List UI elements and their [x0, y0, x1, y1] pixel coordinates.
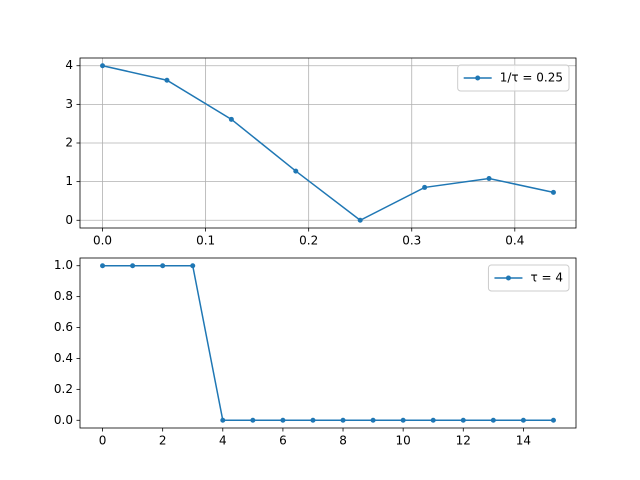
- x-tick-label: 0.3: [402, 234, 421, 248]
- legend-label: τ = 4: [530, 271, 563, 285]
- legend-frame: [457, 64, 570, 92]
- x-tick-label: 0.4: [505, 234, 524, 248]
- x-tick-label: 10: [396, 434, 411, 448]
- data-point: [460, 417, 466, 423]
- data-point: [220, 417, 226, 423]
- x-tick-label: 0.2: [299, 234, 318, 248]
- x-tick-label: 0.1: [196, 234, 215, 248]
- legend-label: 1/τ = 0.25: [500, 71, 563, 85]
- y-tick-label: 0.6: [54, 320, 73, 334]
- data-point: [164, 77, 170, 83]
- data-point: [340, 417, 346, 423]
- x-tick-label: 0: [99, 434, 107, 448]
- data-point: [357, 217, 363, 223]
- data-line: [102, 264, 554, 422]
- x-tick-label: 14: [516, 434, 531, 448]
- y-tick-label: 3: [65, 97, 73, 111]
- x-tick-label: 0.0: [93, 234, 112, 248]
- axes-frame: [79, 57, 577, 229]
- legend-marker: [475, 75, 481, 81]
- x-tick-label: 4: [219, 434, 227, 448]
- data-point: [550, 417, 556, 423]
- data-point: [293, 168, 299, 174]
- data-point: [400, 417, 406, 423]
- y-tick-label: 2: [65, 136, 73, 150]
- y-tick-label: 1.0: [54, 258, 73, 272]
- y-tick-label: 0.2: [54, 382, 73, 396]
- data-point: [190, 263, 196, 269]
- legend: 1/τ = 0.25: [457, 64, 570, 92]
- data-point: [520, 417, 526, 423]
- y-tick-label: 0: [65, 213, 73, 227]
- x-tick-label: 2: [159, 434, 167, 448]
- x-tick-label: 8: [339, 434, 347, 448]
- data-point: [430, 417, 436, 423]
- data-point: [280, 417, 286, 423]
- data-point: [550, 189, 556, 195]
- y-tick-label: 1: [65, 174, 73, 188]
- data-point: [130, 263, 136, 269]
- data-point: [228, 116, 234, 122]
- data-point: [490, 417, 496, 423]
- legend-marker: [505, 275, 511, 281]
- data-line: [102, 64, 554, 222]
- data-point: [310, 417, 316, 423]
- y-tick-label: 0.0: [54, 413, 73, 427]
- axes: 0 2 4 6 8 10 12 14 0.0 0.2 0.4 0.6 0.8 1.0 τ = 4: [54, 257, 577, 448]
- x-tick-label: 12: [456, 434, 471, 448]
- y-tick-label: 4: [65, 58, 73, 72]
- axes: 0.0 0.1 0.2 0.3 0.4 0 1 2 3 4 1/τ = 0.25: [65, 57, 577, 248]
- legend-frame: [487, 264, 570, 292]
- y-tick-label: 0.4: [54, 351, 73, 365]
- legend: τ = 4: [487, 264, 570, 292]
- data-point: [160, 263, 166, 269]
- axes-frame: [79, 257, 577, 429]
- data-point: [100, 263, 106, 269]
- data-point: [370, 417, 376, 423]
- data-point: [486, 175, 492, 181]
- data-point: [250, 417, 256, 423]
- x-tick-label: 6: [279, 434, 287, 448]
- y-tick-label: 0.8: [54, 289, 73, 303]
- data-point: [422, 184, 428, 190]
- data-point: [100, 63, 106, 69]
